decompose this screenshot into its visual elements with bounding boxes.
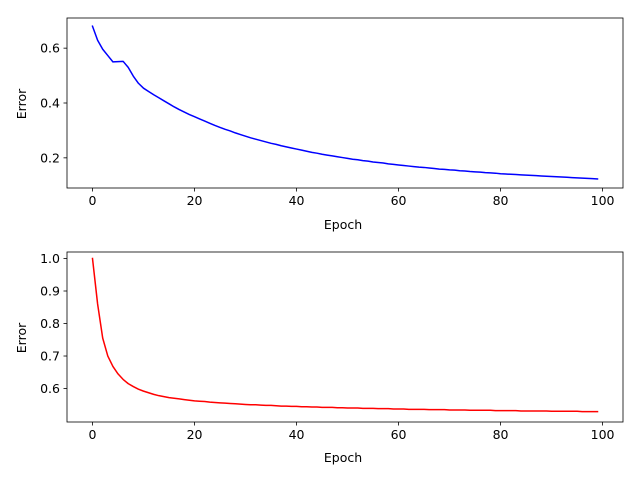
bottom-series-line — [91, 257, 599, 413]
bottom-x-tick-label: 40 — [289, 427, 305, 442]
bottom-y-tick-label: 1.0 — [40, 251, 60, 266]
bottom-y-tick-label: 0.9 — [40, 284, 60, 299]
top-x-tick-label: 40 — [289, 193, 305, 208]
top-y-tick-label: 0.4 — [40, 96, 60, 111]
top-y-axis-label: Error — [14, 88, 29, 119]
bottom-axes-frame — [66, 251, 624, 423]
bottom-axes-spine — [66, 251, 624, 423]
bottom-subplot: 0 20 40 60 80 100 0.6 0.7 0.8 0.9 1.0 Epoch Error — [14, 251, 624, 465]
top-subplot: 0 20 40 60 80 100 0.2 0.4 0.6 Epoch Error — [14, 17, 624, 232]
top-ticks: 0 20 40 60 80 100 0.2 0.4 0.6 — [40, 41, 614, 208]
bottom-plot-layer — [91, 257, 599, 413]
bottom-x-tick-label: 20 — [187, 427, 203, 442]
top-y-tick-label: 0.2 — [40, 150, 60, 165]
top-x-tick-label: 0 — [89, 193, 97, 208]
bottom-x-tick-label: 60 — [391, 427, 407, 442]
top-x-axis-label: Epoch — [324, 217, 362, 232]
bottom-y-tick-label: 0.8 — [40, 316, 60, 331]
bottom-y-tick-label: 0.6 — [40, 381, 60, 396]
top-series-line — [91, 25, 599, 180]
top-x-tick-label: 80 — [493, 193, 509, 208]
bottom-ticks: 0 20 40 60 80 100 0.6 0.7 0.8 0.9 1.0 — [40, 251, 614, 442]
bottom-y-axis-label: Error — [14, 322, 29, 353]
bottom-x-axis-label: Epoch — [324, 450, 362, 465]
bottom-x-tick-label: 100 — [591, 427, 615, 442]
bottom-x-tick-label: 80 — [493, 427, 509, 442]
bottom-y-tick-label: 0.7 — [40, 349, 60, 364]
top-x-tick-label: 60 — [391, 193, 407, 208]
top-y-tick-label: 0.6 — [40, 41, 60, 56]
bottom-x-tick-label: 0 — [89, 427, 97, 442]
top-x-tick-label: 20 — [187, 193, 203, 208]
top-plot-layer — [91, 25, 599, 180]
top-x-tick-label: 100 — [591, 193, 615, 208]
